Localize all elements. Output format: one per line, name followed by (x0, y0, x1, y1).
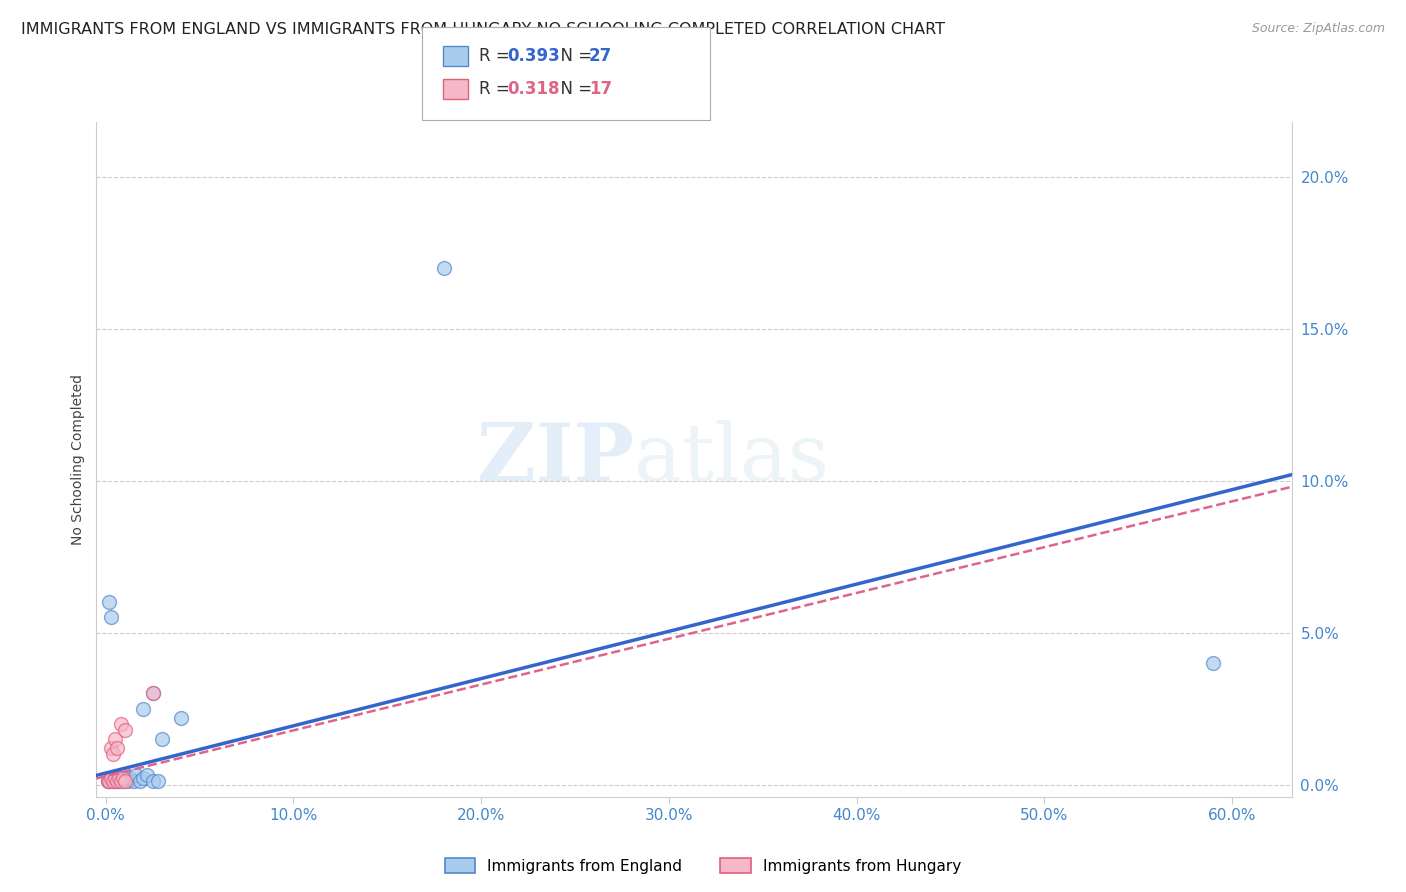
Point (114, 774, 136, 789)
Point (142, 686, 165, 700)
Point (98, 595, 121, 609)
Point (98, 774, 121, 789)
Point (100, 741, 122, 756)
Text: 27: 27 (589, 47, 613, 65)
Point (98, 774, 121, 789)
Text: R =: R = (479, 80, 516, 98)
Point (120, 772, 142, 786)
Point (103, 747, 125, 761)
Point (108, 772, 131, 786)
Point (132, 772, 155, 786)
Text: IMMIGRANTS FROM ENGLAND VS IMMIGRANTS FROM HUNGARY NO SCHOOLING COMPLETED CORREL: IMMIGRANTS FROM ENGLAND VS IMMIGRANTS FR… (21, 22, 945, 37)
Point (1202, 656, 1225, 670)
Point (105, 741, 128, 756)
Point (105, 774, 128, 789)
Point (110, 716, 132, 731)
Point (170, 711, 193, 725)
Point (142, 686, 165, 700)
Point (105, 772, 128, 786)
Point (132, 701, 155, 715)
Point (122, 774, 145, 789)
Point (114, 723, 136, 737)
Text: R =: R = (479, 47, 516, 65)
Point (97, 774, 120, 789)
Point (104, 774, 127, 789)
Point (111, 772, 134, 786)
Point (100, 772, 122, 786)
Text: atlas: atlas (634, 420, 830, 499)
Point (103, 774, 125, 789)
Text: N =: N = (550, 47, 598, 65)
Text: Source: ZipAtlas.com: Source: ZipAtlas.com (1251, 22, 1385, 36)
Point (111, 774, 134, 789)
Point (128, 774, 150, 789)
Text: ZIP: ZIP (478, 420, 634, 499)
Text: 0.393: 0.393 (508, 47, 561, 65)
Point (142, 774, 165, 789)
Legend: Immigrants from England, Immigrants from Hungary: Immigrants from England, Immigrants from… (439, 852, 967, 880)
Point (104, 772, 127, 786)
Y-axis label: No Schooling Completed: No Schooling Completed (72, 374, 86, 545)
Point (110, 772, 132, 786)
Point (97, 774, 120, 789)
Point (125, 768, 148, 782)
Point (108, 774, 131, 789)
Text: 0.318: 0.318 (508, 80, 560, 98)
Point (114, 772, 136, 786)
Point (117, 774, 139, 789)
Point (100, 610, 122, 624)
Point (100, 772, 122, 786)
Point (148, 774, 170, 789)
Text: 17: 17 (589, 80, 612, 98)
Point (110, 774, 132, 789)
Point (136, 768, 159, 782)
Point (433, 260, 456, 275)
Point (104, 731, 127, 746)
Point (103, 774, 125, 789)
Point (150, 731, 173, 746)
Text: N =: N = (550, 80, 598, 98)
